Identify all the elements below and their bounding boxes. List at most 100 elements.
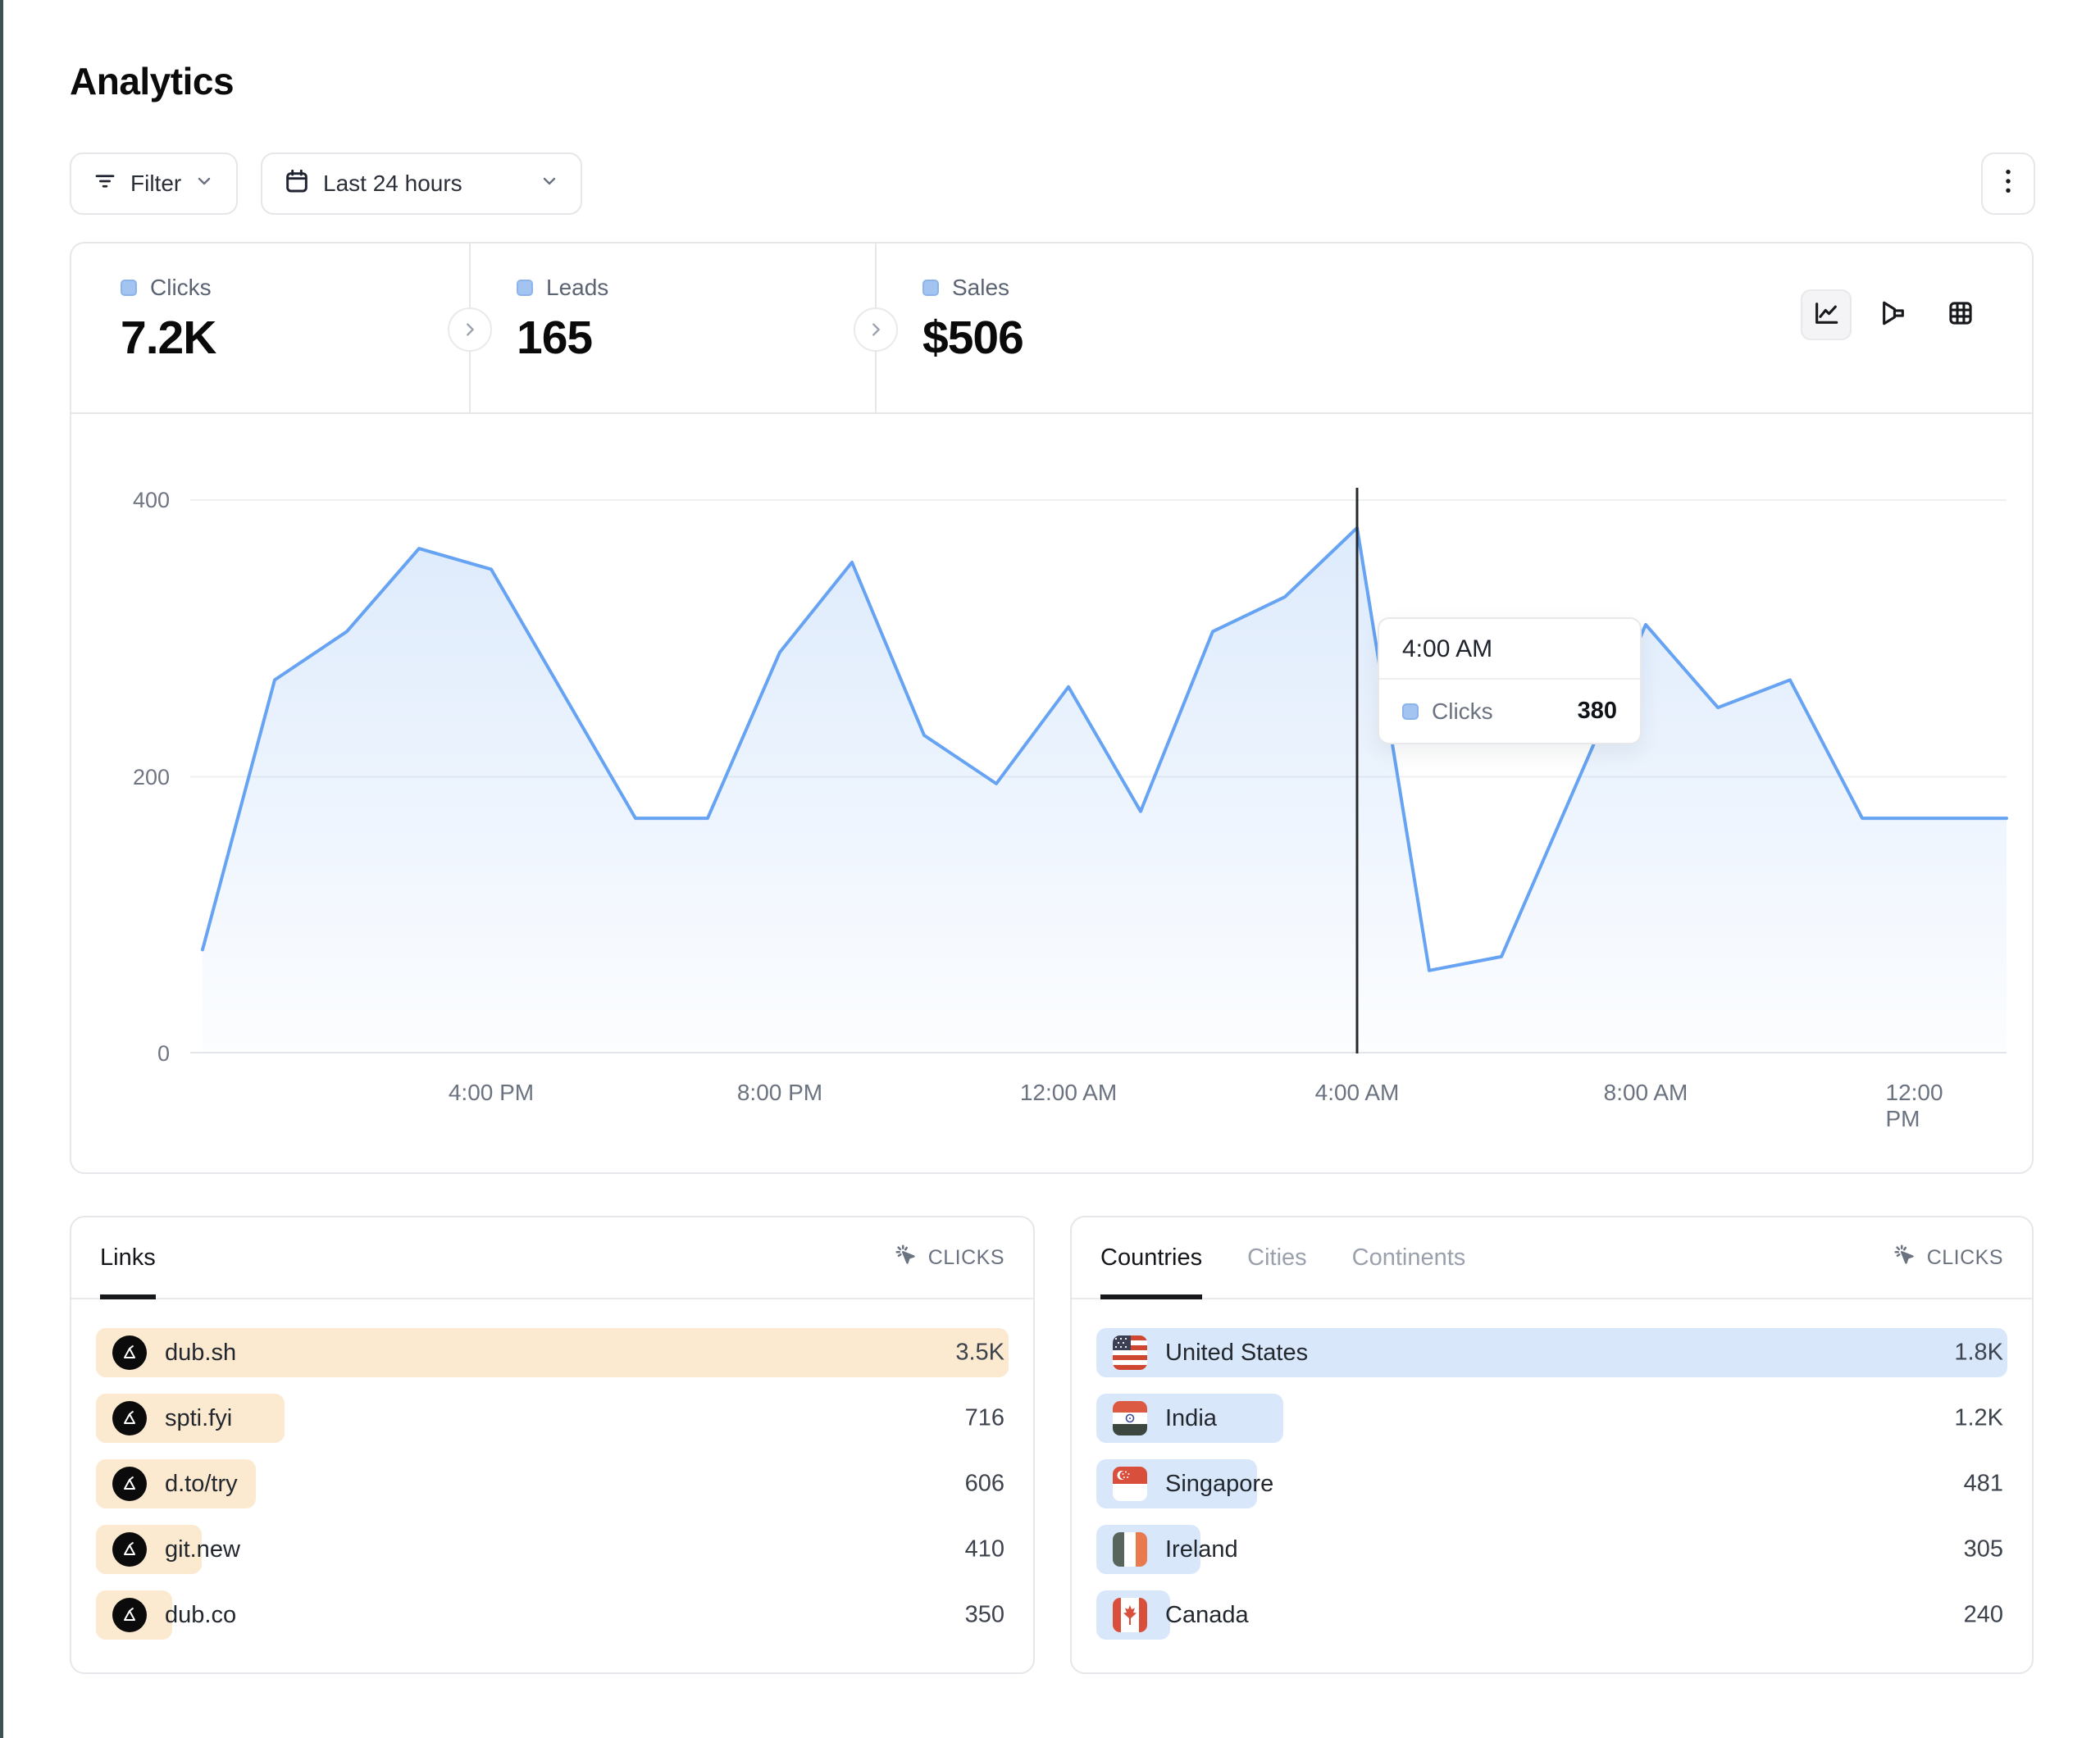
metric-label: Clicks bbox=[150, 275, 212, 300]
tab-links[interactable]: Links bbox=[100, 1217, 156, 1299]
line-chart-view-button[interactable] bbox=[1801, 289, 1852, 340]
x-tick-label: 4:00 AM bbox=[1314, 1080, 1400, 1105]
link-value: 350 bbox=[964, 1601, 1004, 1628]
links-metric-selector[interactable]: CLICKS bbox=[894, 1243, 1004, 1273]
metric-label: Sales bbox=[952, 275, 1010, 300]
country-value: 305 bbox=[1963, 1536, 2003, 1563]
tab-continents[interactable]: Continents bbox=[1351, 1244, 1466, 1271]
us-flag-icon bbox=[1113, 1335, 1147, 1370]
table-view-button[interactable] bbox=[1935, 289, 1986, 340]
metric-tabs-row: Clicks 7.2K Leads 165 Sales $506 bbox=[71, 243, 2032, 414]
clicks-value: 7.2K bbox=[121, 312, 216, 364]
x-tick-label: 8:00 AM bbox=[1603, 1080, 1688, 1105]
window-edge-line bbox=[0, 0, 3, 1738]
country-row[interactable]: India 1.2K bbox=[1096, 1394, 2007, 1443]
chevron-down-icon bbox=[540, 171, 559, 197]
country-value: 240 bbox=[1963, 1601, 2003, 1628]
link-row[interactable]: git.new 410 bbox=[96, 1525, 1009, 1574]
tooltip-series-label: Clicks bbox=[1432, 698, 1493, 724]
tab-clicks[interactable]: Clicks 7.2K bbox=[71, 243, 469, 412]
link-label: d.to/try bbox=[165, 1470, 238, 1497]
country-label: Canada bbox=[1165, 1601, 1249, 1628]
dub-logo-icon bbox=[112, 1335, 147, 1370]
tooltip-legend-chip bbox=[1402, 703, 1419, 720]
country-value: 481 bbox=[1963, 1470, 2003, 1497]
analytics-chart-card: Clicks 7.2K Leads 165 Sales $506 bbox=[70, 242, 2034, 1174]
dub-logo-icon bbox=[112, 1532, 147, 1567]
x-tick-label: 12:00 AM bbox=[1019, 1080, 1118, 1105]
link-label: spti.fyi bbox=[165, 1404, 233, 1431]
metric-label: Leads bbox=[546, 275, 609, 300]
funnel-view-button[interactable] bbox=[1868, 289, 1919, 340]
dub-logo-icon bbox=[112, 1401, 147, 1435]
tab-sales[interactable]: Sales $506 bbox=[875, 243, 1285, 412]
country-label: Singapore bbox=[1165, 1470, 1274, 1497]
page-title: Analytics bbox=[70, 60, 235, 102]
link-value: 410 bbox=[964, 1536, 1004, 1563]
link-row[interactable]: dub.co 350 bbox=[96, 1590, 1009, 1640]
x-tick-label: 12:00 PM bbox=[1885, 1080, 1943, 1131]
singapore-flag-icon bbox=[1113, 1467, 1147, 1501]
cursor-click-icon bbox=[894, 1243, 918, 1273]
countries-panel: Countries Cities Continents CLICKS bbox=[1070, 1216, 2034, 1674]
country-label: India bbox=[1165, 1404, 1217, 1431]
sales-legend-chip bbox=[922, 280, 939, 296]
tab-countries[interactable]: Countries bbox=[1100, 1217, 1203, 1299]
cursor-click-icon bbox=[1893, 1243, 1917, 1273]
countries-metric-label: CLICKS bbox=[1926, 1245, 2003, 1269]
clicks-legend-chip bbox=[121, 280, 137, 296]
y-tick-label: 0 bbox=[157, 1041, 170, 1066]
link-row[interactable]: dub.sh 3.5K bbox=[96, 1328, 1009, 1377]
date-range-button[interactable]: Last 24 hours bbox=[261, 152, 582, 215]
dub-logo-icon bbox=[112, 1598, 147, 1632]
filter-button[interactable]: Filter bbox=[70, 152, 238, 215]
india-flag-icon bbox=[1113, 1401, 1147, 1435]
chart-body: 0 200 400 4:00 PM 8:00 PM 12:00 AM 4:00 AM 8:0… bbox=[71, 414, 2032, 1172]
grid-table-icon bbox=[1947, 299, 1975, 331]
filter-icon bbox=[93, 169, 117, 199]
tooltip-time: 4:00 AM bbox=[1379, 619, 1640, 680]
filter-label: Filter bbox=[130, 171, 182, 196]
link-value: 606 bbox=[964, 1470, 1004, 1497]
country-row[interactable]: Canada 240 bbox=[1096, 1590, 2007, 1640]
y-tick-label: 200 bbox=[132, 764, 170, 789]
country-value: 1.2K bbox=[1954, 1404, 2003, 1431]
country-bar bbox=[1096, 1328, 2007, 1377]
tab-leads[interactable]: Leads 165 bbox=[469, 243, 875, 412]
link-label: git.new bbox=[165, 1536, 240, 1563]
country-label: United States bbox=[1165, 1339, 1309, 1366]
y-tick-label: 400 bbox=[132, 488, 170, 512]
link-value: 3.5K bbox=[955, 1339, 1004, 1366]
expand-clicks-button[interactable] bbox=[448, 307, 492, 352]
links-metric-label: CLICKS bbox=[927, 1245, 1004, 1269]
country-value: 1.8K bbox=[1954, 1339, 2003, 1366]
link-value: 716 bbox=[964, 1404, 1004, 1431]
chevron-down-icon bbox=[194, 171, 214, 197]
calendar-icon bbox=[284, 168, 310, 200]
dub-logo-icon bbox=[112, 1467, 147, 1501]
date-range-label: Last 24 hours bbox=[323, 171, 462, 196]
link-row[interactable]: spti.fyi 716 bbox=[96, 1394, 1009, 1443]
link-row[interactable]: d.to/try 606 bbox=[96, 1459, 1009, 1508]
leads-value: 165 bbox=[517, 312, 593, 364]
ireland-flag-icon bbox=[1113, 1532, 1147, 1567]
chart-tooltip: 4:00 AM Clicks 380 bbox=[1378, 617, 1642, 744]
leads-legend-chip bbox=[517, 280, 533, 296]
country-label: Ireland bbox=[1165, 1536, 1238, 1563]
country-row[interactable]: Ireland 305 bbox=[1096, 1525, 2007, 1574]
line-chart-icon bbox=[1812, 299, 1840, 331]
more-options-button[interactable] bbox=[1981, 152, 2035, 215]
tab-cities[interactable]: Cities bbox=[1247, 1244, 1307, 1271]
canada-flag-icon bbox=[1113, 1598, 1147, 1632]
clicks-area-chart[interactable] bbox=[190, 488, 2008, 1053]
link-label: dub.sh bbox=[165, 1339, 237, 1366]
country-row[interactable]: United States 1.8K bbox=[1096, 1328, 2007, 1377]
expand-leads-button[interactable] bbox=[854, 307, 898, 352]
chart-view-toggles bbox=[1801, 289, 1986, 340]
x-tick-label: 4:00 PM bbox=[448, 1080, 535, 1105]
countries-metric-selector[interactable]: CLICKS bbox=[1893, 1243, 2003, 1273]
sales-value: $506 bbox=[922, 312, 1024, 364]
country-row[interactable]: Singapore 481 bbox=[1096, 1459, 2007, 1508]
kebab-menu-icon bbox=[1997, 167, 2020, 201]
